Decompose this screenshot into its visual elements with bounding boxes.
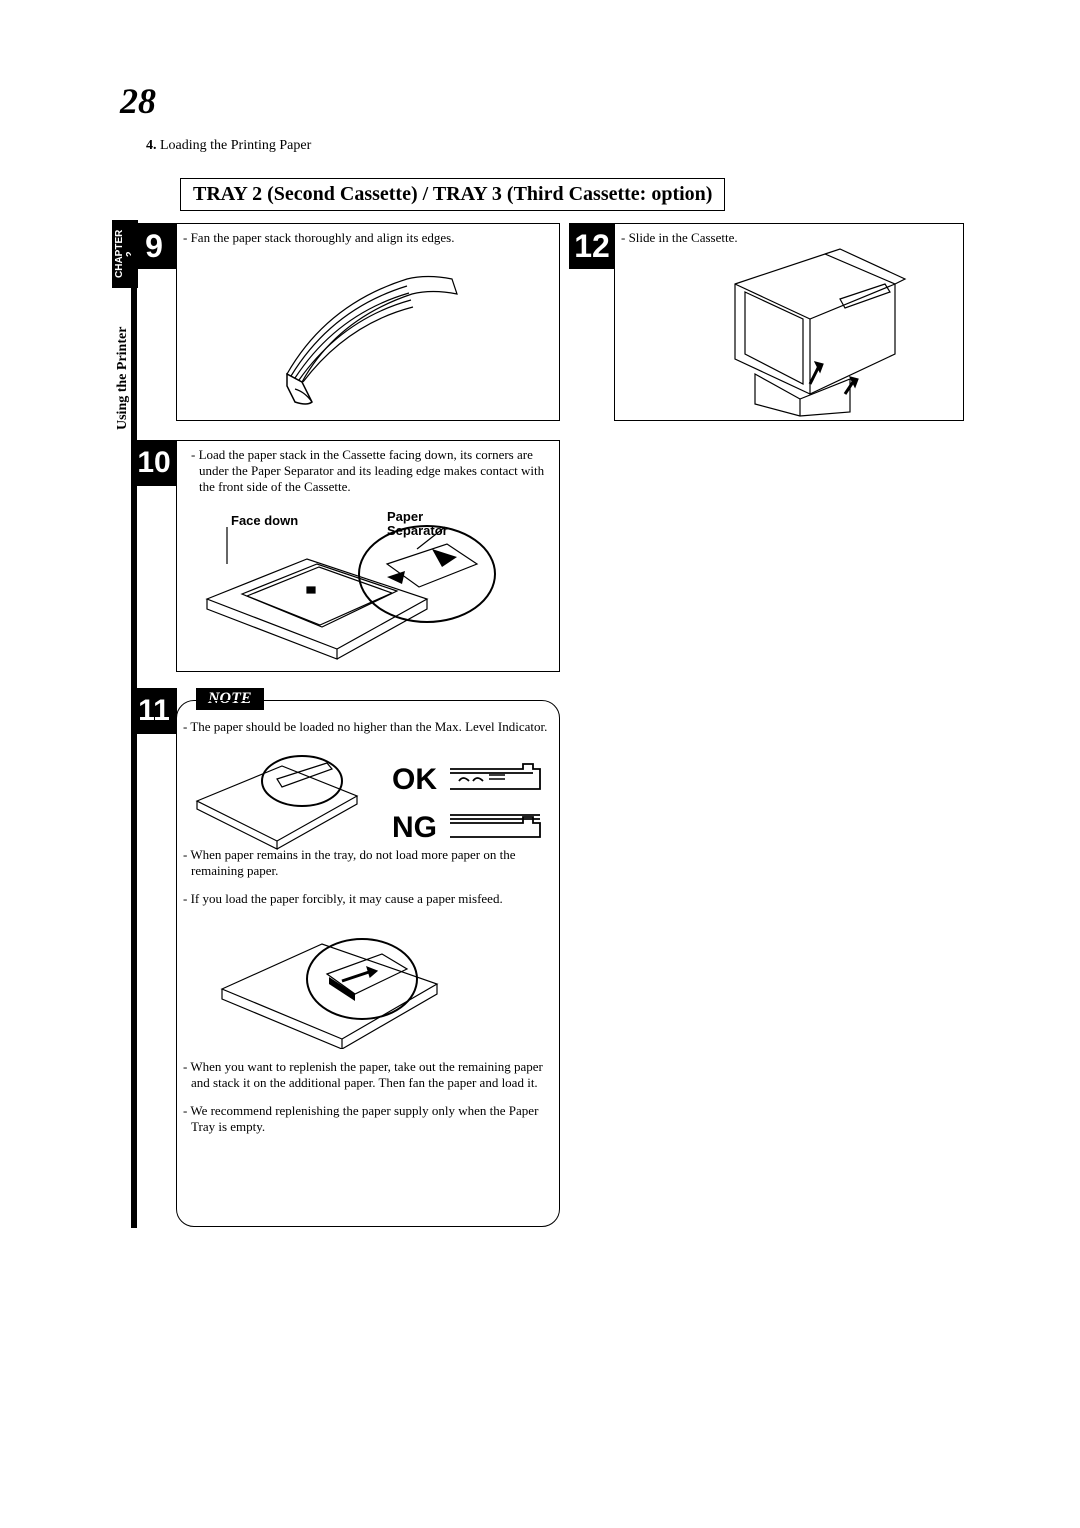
- max-level-illustration: [187, 751, 367, 851]
- section-title: TRAY 2 (Second Cassette) / TRAY 3 (Third…: [180, 178, 725, 211]
- step-11-text-3a: - When you want to replenish the paper, …: [177, 1053, 559, 1097]
- step-10-box: - Load the paper stack in the Cassette f…: [176, 440, 560, 672]
- step-12-box: - Slide in the Cassette.: [614, 223, 964, 421]
- header-num: 4.: [146, 138, 157, 153]
- step-10-number: 10: [131, 440, 177, 486]
- step-10-text: - Load the paper stack in the Cassette f…: [177, 441, 559, 501]
- ng-label: NG: [392, 811, 437, 845]
- step-11-text-2b: - If you load the paper forcibly, it may…: [177, 885, 559, 913]
- side-label: Using the Printer: [115, 300, 131, 430]
- cassette-load-illustration: [187, 509, 547, 669]
- step-11-box: - The paper should be loaded no higher t…: [176, 700, 560, 1227]
- ok-label: OK: [392, 763, 437, 797]
- ng-indicator-icon: [445, 809, 553, 845]
- page-number: 28: [120, 80, 156, 122]
- printer-illustration: [695, 244, 925, 419]
- section-header: 4. Loading the Printing Paper: [146, 138, 311, 154]
- step-12-number: 12: [569, 223, 615, 269]
- step-11-text-1: - The paper should be loaded no higher t…: [177, 713, 559, 741]
- step-9-box: - Fan the paper stack thoroughly and ali…: [176, 223, 560, 421]
- step-9-number: 9: [131, 223, 177, 269]
- ok-indicator-icon: [445, 761, 553, 797]
- step-9-text: - Fan the paper stack thoroughly and ali…: [177, 224, 559, 252]
- step-11-text-3b: - We recommend replenishing the paper su…: [177, 1097, 559, 1141]
- misfeed-illustration: [207, 919, 457, 1049]
- header-text: Loading the Printing Paper: [160, 138, 311, 153]
- fan-paper-illustration: [257, 254, 477, 414]
- step-11-number: 11: [131, 688, 177, 734]
